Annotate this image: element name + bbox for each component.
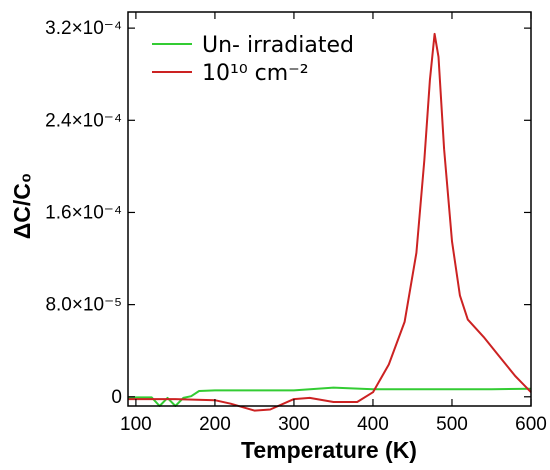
y-tick-label: 2.4×10⁻⁴ (45, 110, 122, 131)
y-tick-label: 1.6×10⁻⁴ (45, 202, 122, 223)
y-tick-label: 0 (111, 387, 122, 408)
y-axis-title: ΔC/C₀ (9, 173, 35, 240)
x-tick-label: 100 (120, 414, 152, 435)
x-tick-label: 200 (199, 414, 231, 435)
y-tick-label: 3.2×10⁻⁴ (45, 18, 122, 39)
series-line-1 (128, 32, 532, 412)
x-tick-label: 600 (515, 414, 547, 435)
series-line-0 (128, 386, 532, 407)
plot-frame (127, 11, 532, 407)
legend-label-irradiated: 10¹⁰ cm⁻² (202, 61, 309, 86)
legend: Un- irradiated 10¹⁰ cm⁻² (152, 33, 354, 86)
x-tick-label: 400 (357, 414, 389, 435)
x-tick-label: 300 (278, 414, 310, 435)
x-tick-label: 500 (436, 414, 468, 435)
x-axis-title: Temperature (K) (241, 437, 417, 463)
legend-label-unirradiated: Un- irradiated (202, 33, 354, 58)
y-tick-label: 8.0×10⁻⁵ (45, 295, 122, 316)
series-layer (128, 32, 532, 412)
tick-layer: 100 200 300 400 500 600 0 8.0×10⁻⁵ 1.6×10⁻⁴ 2.4×1… (45, 12, 547, 435)
